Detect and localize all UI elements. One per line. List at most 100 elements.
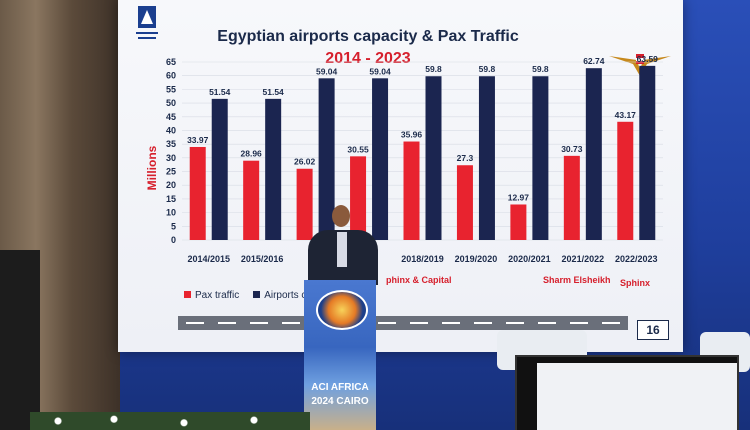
aci-africa-badge-icon — [316, 290, 368, 330]
legend-capacity-label: Airports c — [264, 290, 307, 301]
runway-dash — [378, 322, 396, 324]
legend-pax-label: Pax traffic — [195, 290, 240, 301]
runway-dash — [570, 322, 588, 324]
chart-bars — [189, 65, 656, 241]
bar-airport-capacity — [265, 98, 282, 240]
bar-pax-traffic — [510, 204, 527, 240]
data-label: 35.96 — [401, 130, 423, 140]
x-tick-label: 2015/2016 — [241, 254, 284, 264]
bar-airport-capacity — [211, 98, 228, 240]
note-sphinx: Sphinx — [620, 278, 651, 288]
data-label: 62.74 — [583, 56, 605, 66]
data-label: 26.02 — [294, 157, 316, 167]
y-tick-label: 55 — [166, 84, 176, 94]
x-tick-label: 2020/2021 — [508, 254, 551, 264]
runway-dash — [474, 322, 492, 324]
bar-pax-traffic — [350, 156, 367, 240]
runway-dash — [186, 322, 204, 324]
aci-logo-icon — [136, 6, 158, 39]
y-tick-label: 15 — [166, 194, 176, 204]
speaker-shirt — [337, 232, 347, 267]
data-label: 59.8 — [532, 64, 549, 74]
y-tick-label: 0 — [171, 235, 176, 245]
data-label: 33.97 — [187, 135, 209, 145]
data-label: 30.55 — [347, 144, 369, 154]
data-label: 51.54 — [209, 87, 231, 97]
bar-airport-capacity — [585, 68, 602, 240]
runway-dash — [250, 322, 268, 324]
data-labels: 33.97 51.54 28.96 51.54 26.02 59.04 30.55 59.04… — [187, 54, 658, 203]
speaker-head — [332, 205, 350, 227]
legend-swatch-capacity — [253, 291, 261, 298]
runway-dash — [506, 322, 524, 324]
data-label: 59.04 — [369, 66, 391, 76]
x-tick-label: 2021/2022 — [562, 254, 605, 264]
y-tick-label: 65 — [166, 57, 176, 67]
bar-pax-traffic — [563, 155, 580, 240]
bar-airport-capacity — [372, 78, 389, 240]
x-tick-label: 2022/2023 — [615, 254, 658, 264]
monitor-screen — [537, 363, 737, 430]
runway-dash — [218, 322, 236, 324]
x-tick-label: 2014/2015 — [187, 254, 230, 264]
chart-grid — [182, 61, 663, 241]
podium: ACI AFRICA 2024 CAIRO — [304, 280, 376, 430]
runway-dash — [282, 322, 300, 324]
y-tick-label: 10 — [166, 208, 176, 218]
podium-line2: 2024 CAIRO — [311, 396, 369, 407]
data-label: 12.97 — [508, 192, 530, 202]
runway-dash — [602, 322, 620, 324]
flower-arrangement — [30, 412, 310, 430]
data-label: 59.04 — [316, 66, 338, 76]
chart-legend: Pax traffic Airports c — [184, 290, 306, 301]
data-label: 27.3 — [457, 153, 474, 163]
bar-airport-capacity — [532, 76, 549, 241]
runway-dash — [442, 322, 460, 324]
bar-pax-traffic — [617, 121, 634, 240]
bar-airport-capacity — [425, 76, 442, 241]
runway-dash — [410, 322, 428, 324]
x-axis-labels: 2014/20152015/2016201182018/20192019/202… — [187, 254, 657, 264]
y-tick-label: 50 — [166, 98, 176, 108]
stage-equipment — [0, 250, 40, 430]
data-label: 59.8 — [425, 64, 442, 74]
podium-line1: ACI AFRICA — [311, 382, 369, 393]
y-tick-label: 45 — [166, 112, 176, 122]
page-number: 16 — [637, 320, 669, 340]
data-label: 43.17 — [615, 110, 637, 120]
note-sharm: Sharm Elsheikh — [543, 275, 611, 285]
y-tick-label: 60 — [166, 71, 176, 81]
y-tick-label: 35 — [166, 139, 176, 149]
legend-swatch-pax — [184, 291, 191, 298]
bar-pax-traffic — [296, 168, 313, 240]
y-axis-ticks: 0 5 10 15 20 25 30 35 40 45 50 55 60 65 — [166, 57, 176, 245]
note-capital: phinx & Capital — [386, 275, 452, 285]
bar-pax-traffic — [456, 165, 473, 240]
bar-pax-traffic — [403, 141, 420, 240]
data-label: 51.54 — [263, 87, 285, 97]
bar-airport-capacity — [639, 65, 656, 240]
data-label: 30.73 — [561, 144, 583, 154]
data-label: 28.96 — [241, 149, 263, 159]
runway-dash — [538, 322, 556, 324]
y-tick-label: 5 — [171, 221, 176, 231]
slide-subtitle: 2014 - 2023 — [325, 50, 411, 67]
y-tick-label: 30 — [166, 153, 176, 163]
y-axis-label: Millions — [145, 145, 159, 190]
y-tick-label: 40 — [166, 125, 176, 135]
bar-airport-capacity — [478, 76, 495, 241]
y-tick-label: 25 — [166, 167, 176, 177]
stage-monitor — [515, 355, 739, 430]
egyptian-eagle-logo-icon — [609, 54, 671, 76]
presentation-slide: Egyptian airports capacity & Pax Traffic… — [118, 0, 683, 352]
bar-chart: 0 5 10 15 20 25 30 35 40 45 50 55 60 65 33.97 51.54 28.… — [145, 54, 663, 264]
x-tick-label: 2019/2020 — [455, 254, 498, 264]
slide-title: Egyptian airports capacity & Pax Traffic — [217, 28, 519, 45]
x-tick-label: 2018/2019 — [401, 254, 444, 264]
data-label: 59.8 — [479, 64, 496, 74]
bar-airport-capacity — [318, 78, 335, 240]
y-tick-label: 20 — [166, 180, 176, 190]
bar-pax-traffic — [243, 160, 260, 240]
bar-pax-traffic — [189, 146, 206, 240]
